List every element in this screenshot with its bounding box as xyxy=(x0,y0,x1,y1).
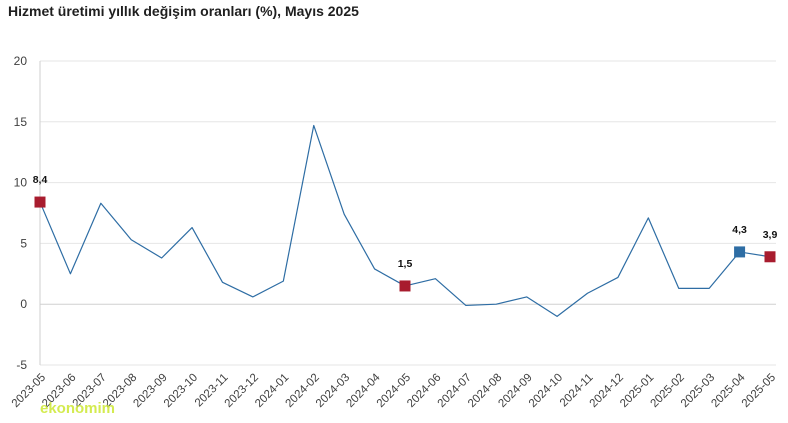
x-tick-label: 2025-05 xyxy=(740,372,778,410)
x-tick-label: 2023-10 xyxy=(162,372,200,410)
y-tick-label: 5 xyxy=(20,236,27,250)
watermark-logo: ekonomim xyxy=(40,400,116,417)
highlight-marker-layer xyxy=(34,196,776,292)
grid-layer xyxy=(40,60,776,366)
y-axis: -5 0 5 10 15 20 xyxy=(14,54,41,372)
y-tick-label: 10 xyxy=(14,176,28,190)
data-label-layer: 8,4 1,5 4,3 3,9 xyxy=(33,174,778,270)
y-tick-label: -5 xyxy=(16,358,27,372)
x-tick-label: 2024-10 xyxy=(527,372,565,410)
highlight-marker xyxy=(399,280,411,292)
x-axis: 2023-052023-062023-072023-082023-092023-… xyxy=(10,371,778,410)
highlight-marker xyxy=(34,196,46,208)
y-tick-label: 15 xyxy=(14,115,28,129)
data-label: 4,3 xyxy=(732,224,747,236)
data-label: 1,5 xyxy=(398,258,413,270)
data-label: 3,9 xyxy=(763,229,778,241)
y-tick-label: 20 xyxy=(14,54,28,68)
chart-title: Hizmet üretimi yıllık değişim oranları (… xyxy=(8,3,359,19)
highlight-marker xyxy=(734,246,746,258)
highlight-marker xyxy=(764,251,776,263)
data-label: 8,4 xyxy=(33,174,48,186)
y-tick-label: 0 xyxy=(20,297,27,311)
